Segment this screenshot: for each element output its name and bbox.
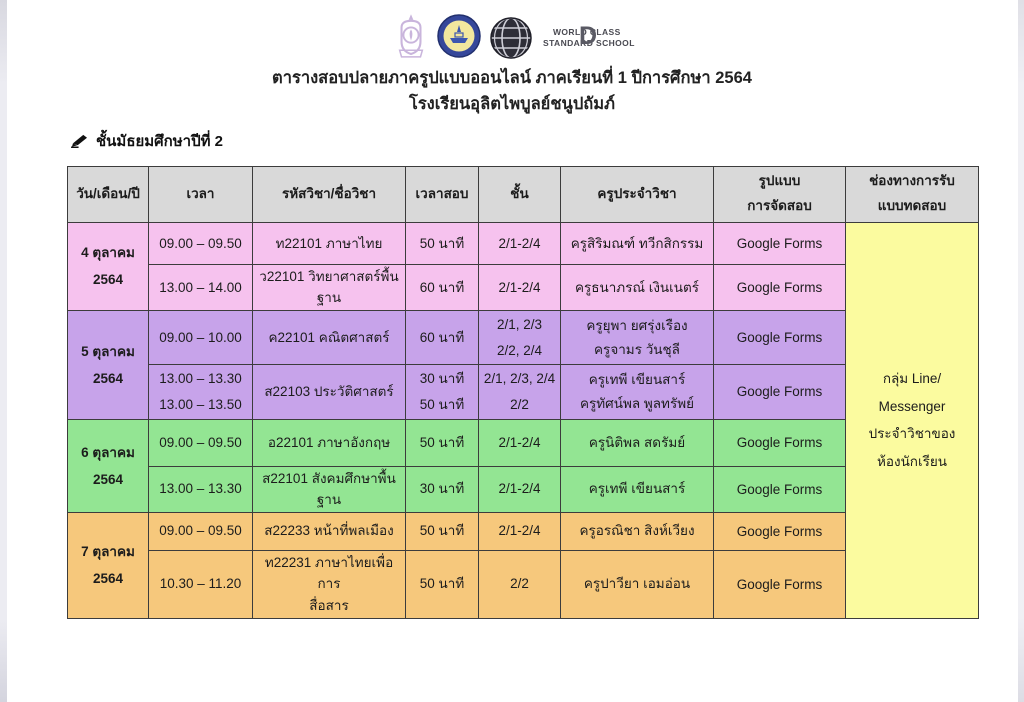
col-header-duration: เวลาสอบ <box>405 165 479 223</box>
date-cell: 4 ตุลาคม 2564 <box>67 221 149 312</box>
school-seal-icon <box>437 13 481 63</box>
subject-cell: ส22233 หน้าที่พลเมือง <box>252 511 406 551</box>
photo-right-edge <box>1018 0 1024 702</box>
duration-cell: 50 นาที <box>405 511 479 551</box>
col-header-teacher: ครูประจำวิชา <box>560 165 714 223</box>
class-cell: 2/1, 2/3, 2/4 2/2 <box>478 364 561 420</box>
class-cell: 2/1-2/4 <box>478 221 561 265</box>
class-cell: 2/1-2/4 <box>478 418 561 467</box>
format-cell: Google Forms <box>713 549 846 619</box>
teacher-cell: ครูเทพี เขียนสาร์ <box>560 465 714 513</box>
col-header-class: ชั้น <box>478 165 561 223</box>
time-cell: 09.00 – 09.50 <box>148 221 253 265</box>
format-cell: Google Forms <box>713 465 846 513</box>
table-row: 6 ตุลาคม 2564 09.00 – 09.50 อ22101 ภาษาอ… <box>67 418 979 513</box>
time-cell: 13.00 – 13.30 13.00 – 13.50 <box>148 364 253 420</box>
date-cell: 6 ตุลาคม 2564 <box>67 418 149 513</box>
duration-cell: 30 นาที <box>405 465 479 513</box>
format-cell: Google Forms <box>713 418 846 467</box>
teacher-cell: ครูปาวียา เอมอ่อน <box>560 549 714 619</box>
col-header-time: เวลา <box>148 165 253 223</box>
subject-cell: ท22101 ภาษาไทย <box>252 221 406 265</box>
world-class-logo: WORLD CLASS STANDARD SCHOOL D <box>489 16 634 60</box>
teacher-cell: ครูสิริมณฑ์ ทวีกสิกรรม <box>560 221 714 265</box>
col-header-date: วัน/เดือน/ปี <box>67 165 149 223</box>
col-header-format: รูปแบบ การจัดสอบ <box>713 165 846 223</box>
world-class-line2: STANDARD SCHOOL <box>543 38 635 48</box>
grade-section-label-row: ชั้นมัธยมศึกษาปีที่ 2 <box>70 129 1024 153</box>
duration-cell: 50 นาที <box>405 221 479 265</box>
channel-cell: กลุ่ม Line/ Messenger ประจำวิชาของ ห้องน… <box>845 221 979 619</box>
class-cell: 2/1-2/4 <box>478 263 561 312</box>
subject-cell: ค22101 คณิตศาสตร์ <box>252 310 406 366</box>
table-row: 4 ตุลาคม 2564 09.00 – 09.50 ท22101 ภาษาไ… <box>67 221 979 619</box>
duration-cell: 60 นาที <box>405 263 479 312</box>
time-cell: 13.00 – 13.30 <box>148 465 253 513</box>
table-row: 10.30 – 11.20 ท22231 ภาษาไทยเพื่อการ สื่… <box>68 549 979 619</box>
time-cell: 09.00 – 10.00 <box>148 310 253 366</box>
duration-cell: 30 นาที 50 นาที <box>405 364 479 420</box>
duration-cell: 50 นาที <box>405 418 479 467</box>
world-class-big-d: D <box>579 22 598 50</box>
format-cell: Google Forms <box>713 221 846 265</box>
table-row: 5 ตุลาคม 2564 09.00 – 10.00 ค22101 คณิตศ… <box>67 310 979 420</box>
format-cell: Google Forms <box>713 310 846 366</box>
time-cell: 10.30 – 11.20 <box>148 549 253 619</box>
table-row: 13.00 – 13.30 ส22101 สังคมศึกษาพื้นฐาน 3… <box>68 465 979 513</box>
table-row: 13.00 – 14.00 ว22101 วิทยาศาสตร์พื้นฐาน … <box>68 263 979 312</box>
format-cell: Google Forms <box>713 364 846 420</box>
subject-cell: ท22231 ภาษาไทยเพื่อการ สื่อสาร <box>252 549 406 619</box>
ministry-crest-icon <box>393 13 429 64</box>
teacher-cell: ครูเทพี เขียนสาร์ ครูทัศน์พล พูลทรัพย์ <box>560 364 714 420</box>
photo-left-edge <box>0 0 7 702</box>
globe-icon <box>490 17 532 59</box>
class-cell: 2/1-2/4 <box>478 511 561 551</box>
teacher-cell: ครูอรณิชา สิงห์เวียง <box>560 511 714 551</box>
teacher-cell: ครูยุพา ยศรุ่งเรือง ครูจามร วันชุลี <box>560 310 714 366</box>
grade-section-label: ชั้นมัธยมศึกษาปีที่ 2 <box>96 132 223 150</box>
class-cell: 2/1, 2/3 2/2, 2/4 <box>478 310 561 366</box>
format-cell: Google Forms <box>713 511 846 551</box>
document-header: WORLD CLASS STANDARD SCHOOL D ตารางสอบปล… <box>0 0 1024 117</box>
class-cell: 2/1-2/4 <box>478 465 561 513</box>
logo-row: WORLD CLASS STANDARD SCHOOL D <box>0 13 1024 63</box>
duration-cell: 50 นาที <box>405 549 479 619</box>
col-header-channel: ช่องทางการรับ แบบทดสอบ <box>845 165 979 223</box>
teacher-cell: ครูธนาภรณ์ เงินเนตร์ <box>560 263 714 312</box>
date-cell: 7 ตุลาคม 2564 <box>67 511 149 619</box>
world-class-line1: WORLD CLASS <box>553 27 621 37</box>
duration-cell: 60 นาที <box>405 310 479 366</box>
time-cell: 09.00 – 09.50 <box>148 511 253 551</box>
table-header-row: วัน/เดือน/ปี เวลา รหัสวิชา/ชื่อวิชา เวลา… <box>67 165 979 223</box>
table-row: 13.00 – 13.30 13.00 – 13.50 ส22103 ประวั… <box>68 364 979 420</box>
time-cell: 09.00 – 09.50 <box>148 418 253 467</box>
page-title: ตารางสอบปลายภาครูปแบบออนไลน์ ภาคเรียนที่… <box>272 69 752 87</box>
format-cell: Google Forms <box>713 263 846 312</box>
subject-cell: ส22101 สังคมศึกษาพื้นฐาน <box>252 465 406 513</box>
class-cell: 2/2 <box>478 549 561 619</box>
exam-schedule-table: วัน/เดือน/ปี เวลา รหัสวิชา/ชื่อวิชา เวลา… <box>67 165 979 619</box>
pen-icon <box>71 135 87 149</box>
subject-cell: ว22101 วิทยาศาสตร์พื้นฐาน <box>252 263 406 312</box>
time-cell: 13.00 – 14.00 <box>148 263 253 312</box>
col-header-subject: รหัสวิชา/ชื่อวิชา <box>252 165 406 223</box>
school-name: โรงเรียนอุลิตไพบูลย์ชนูปถัมภ์ <box>408 94 616 113</box>
table-row: 7 ตุลาคม 2564 09.00 – 09.50 ส22233 หน้าท… <box>67 511 979 619</box>
subject-cell: ส22103 ประวัติศาสตร์ <box>252 364 406 420</box>
teacher-cell: ครูนิติพล สดรัมย์ <box>560 418 714 467</box>
date-cell: 5 ตุลาคม 2564 <box>67 310 149 420</box>
world-class-text: WORLD CLASS STANDARD SCHOOL D <box>535 20 634 56</box>
subject-cell: อ22101 ภาษาอังกฤษ <box>252 418 406 467</box>
